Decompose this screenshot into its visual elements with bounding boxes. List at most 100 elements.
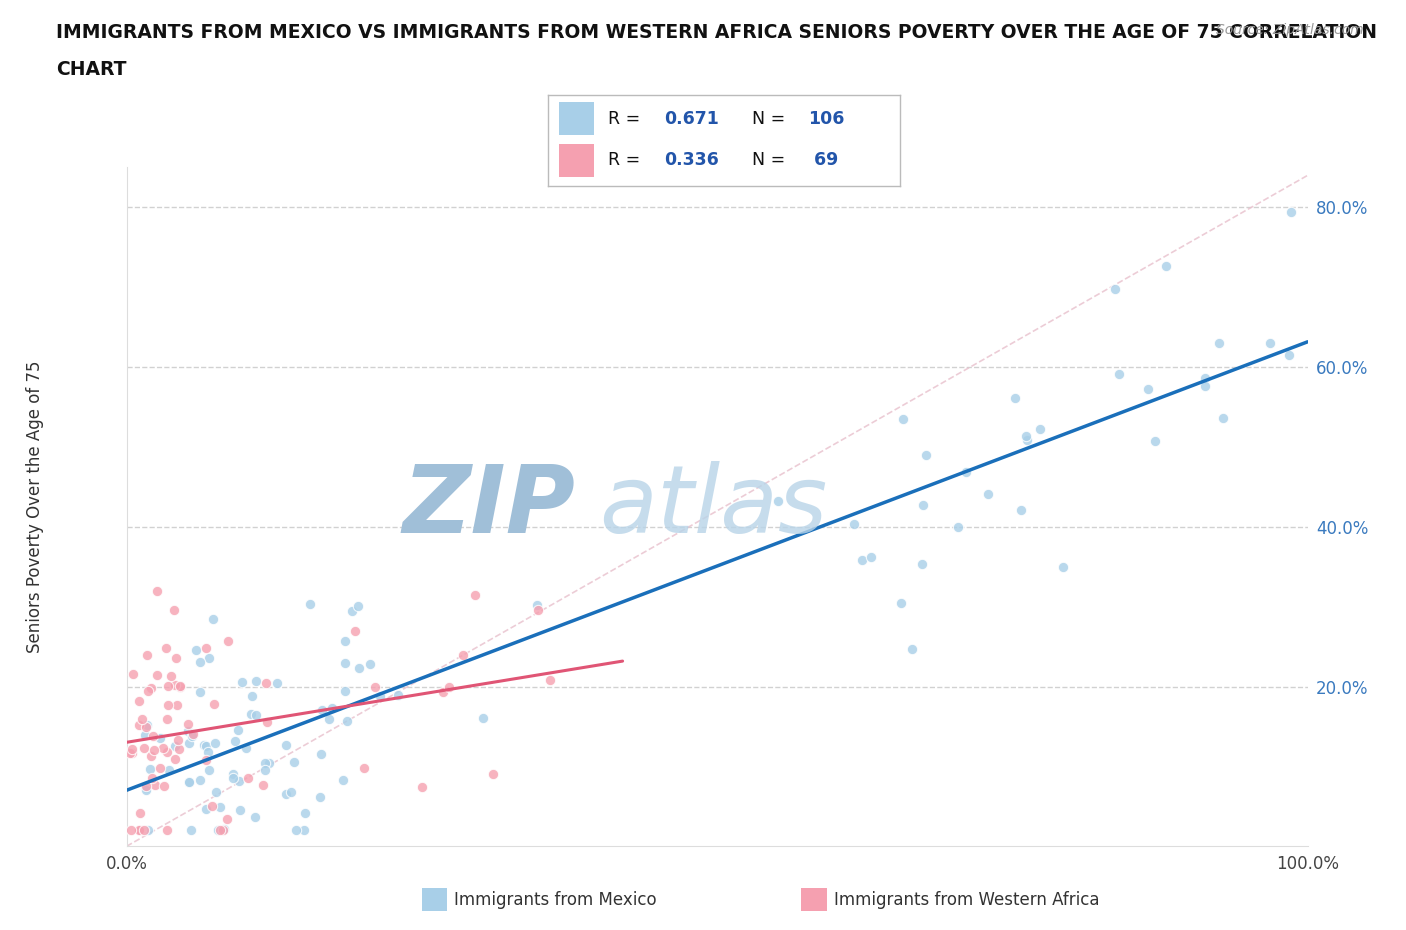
Point <box>1029 421 1052 436</box>
Point <box>235 740 257 755</box>
Point <box>243 809 266 824</box>
Point <box>129 823 152 838</box>
Point <box>860 550 883 565</box>
Point <box>136 647 159 662</box>
Point <box>851 552 873 567</box>
Point <box>163 603 186 618</box>
Point <box>149 761 172 776</box>
Point <box>911 556 934 571</box>
Point <box>198 763 221 777</box>
Point <box>194 802 217 817</box>
Point <box>139 762 162 777</box>
Point <box>977 486 1000 501</box>
Point <box>891 412 914 427</box>
Text: Source: ZipAtlas.com: Source: ZipAtlas.com <box>1216 23 1364 37</box>
Point <box>238 771 260 786</box>
Point <box>143 778 166 793</box>
Point <box>226 723 249 737</box>
Text: CHART: CHART <box>56 60 127 79</box>
Point <box>141 749 163 764</box>
Point <box>121 741 143 756</box>
Bar <box>560 102 593 135</box>
Point <box>128 823 150 838</box>
Point <box>120 823 142 838</box>
Text: IMMIGRANTS FROM MEXICO VS IMMIGRANTS FROM WESTERN AFRICA SENIORS POVERTY OVER TH: IMMIGRANTS FROM MEXICO VS IMMIGRANTS FRO… <box>56 23 1378 42</box>
Point <box>298 597 321 612</box>
Point <box>240 689 263 704</box>
Text: 106: 106 <box>808 110 845 127</box>
Point <box>186 643 208 658</box>
Point <box>432 684 454 699</box>
Point <box>156 712 179 727</box>
Point <box>180 823 202 838</box>
Point <box>1194 370 1216 385</box>
Point <box>143 742 166 757</box>
Point <box>169 741 191 756</box>
Point <box>411 779 433 794</box>
Point <box>332 773 354 788</box>
Point <box>955 464 977 479</box>
Text: 0.671: 0.671 <box>665 110 720 127</box>
Point <box>294 806 316 821</box>
Point <box>141 770 163 785</box>
Point <box>128 718 150 733</box>
Point <box>177 717 200 732</box>
Point <box>1015 432 1038 447</box>
Text: R =: R = <box>609 152 640 169</box>
Point <box>252 777 274 792</box>
Point <box>121 746 143 761</box>
Point <box>1104 281 1126 296</box>
Point <box>134 727 156 742</box>
Point <box>146 668 169 683</box>
Point <box>136 823 159 838</box>
Point <box>135 720 157 735</box>
Text: atlas: atlas <box>599 461 827 552</box>
Point <box>120 746 142 761</box>
Point <box>245 673 267 688</box>
Text: 0.336: 0.336 <box>665 152 718 169</box>
Point <box>1154 259 1177 273</box>
Point <box>353 761 375 776</box>
Point <box>1004 391 1026 405</box>
Point <box>527 603 550 618</box>
Text: N =: N = <box>752 110 786 127</box>
Point <box>254 675 277 690</box>
Point <box>177 724 200 738</box>
Point <box>128 694 150 709</box>
Point <box>202 611 225 626</box>
Point <box>1278 347 1301 362</box>
Point <box>136 684 159 698</box>
Point <box>453 647 475 662</box>
Point <box>1136 382 1159 397</box>
Point <box>309 747 332 762</box>
Point <box>131 712 153 727</box>
Point <box>914 447 936 462</box>
Point <box>167 732 190 747</box>
Point <box>128 805 150 820</box>
Point <box>155 745 177 760</box>
Point <box>1143 433 1166 448</box>
Point <box>347 599 370 614</box>
Point <box>201 799 224 814</box>
Point <box>135 782 157 797</box>
Point <box>142 729 165 744</box>
Point <box>359 657 381 671</box>
Point <box>253 763 276 777</box>
Point <box>311 703 333 718</box>
Point <box>370 689 392 704</box>
Point <box>222 767 245 782</box>
Point <box>1052 559 1074 574</box>
Point <box>156 823 179 838</box>
Point <box>1208 336 1230 351</box>
Point <box>336 714 359 729</box>
Point <box>309 790 332 804</box>
Point <box>292 823 315 838</box>
Point <box>280 784 302 799</box>
Point <box>190 773 212 788</box>
Point <box>165 651 187 666</box>
Point <box>768 494 790 509</box>
Point <box>163 738 186 753</box>
Point <box>132 740 155 755</box>
Point <box>254 756 277 771</box>
Point <box>166 698 188 713</box>
